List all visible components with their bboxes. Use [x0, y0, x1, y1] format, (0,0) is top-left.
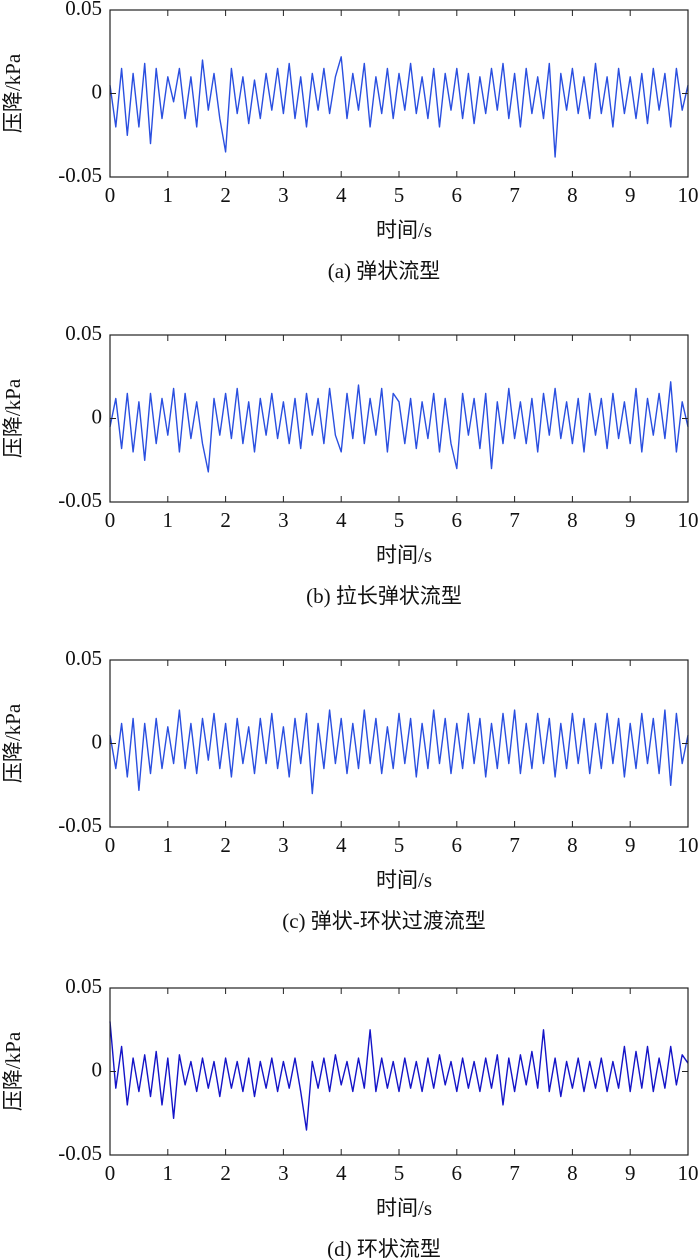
- x-tick-label: 0: [105, 508, 116, 532]
- x-tick-label: 8: [567, 508, 578, 532]
- x-tick-label: 7: [509, 183, 520, 207]
- x-tick-label: 6: [452, 833, 463, 857]
- x-tick-label: 0: [105, 183, 116, 207]
- y-tick-label: 0: [92, 729, 103, 753]
- x-tick-label: 7: [509, 1161, 520, 1185]
- x-axis-label: 时间/s: [376, 543, 432, 567]
- x-tick-label: 3: [278, 833, 289, 857]
- y-tick-label: 0.05: [65, 321, 102, 345]
- x-tick-label: 3: [278, 508, 289, 532]
- x-tick-label: 6: [452, 508, 463, 532]
- x-tick-label: 8: [567, 1161, 578, 1185]
- x-tick-label: 4: [336, 1161, 347, 1185]
- x-tick-label: 3: [278, 183, 289, 207]
- axes-frame: [109, 987, 689, 1156]
- axes-frame: [109, 334, 689, 503]
- y-tick-label: 0: [92, 1057, 103, 1081]
- x-tick-label: 1: [163, 508, 174, 532]
- x-tick-label: 9: [625, 183, 636, 207]
- signal-line: [109, 56, 689, 158]
- x-tick-label: 1: [163, 183, 174, 207]
- y-axis-label: 压降/kPa: [1, 53, 25, 133]
- caption: (b) 拉长弹状流型: [306, 584, 462, 608]
- y-tick-label: 0: [92, 79, 103, 103]
- x-tick-label: 6: [452, 183, 463, 207]
- x-tick-label: 2: [220, 833, 231, 857]
- caption: (a) 弹状流型: [328, 259, 441, 283]
- x-tick-label: 5: [394, 833, 405, 857]
- y-tick-label: -0.05: [58, 488, 102, 512]
- axes-frame: [109, 659, 689, 828]
- y-axis-label: 压降/kPa: [1, 378, 25, 458]
- x-tick-label: 6: [452, 1161, 463, 1185]
- x-tick-label: 9: [625, 508, 636, 532]
- x-tick-label: 8: [567, 833, 578, 857]
- x-tick-label: 9: [625, 1161, 636, 1185]
- x-axis-label: 时间/s: [376, 868, 432, 892]
- x-tick-label: 2: [220, 1161, 231, 1185]
- caption: (d) 环状流型: [327, 1237, 441, 1260]
- signal-line: [109, 381, 689, 473]
- x-tick-label: 0: [105, 1161, 116, 1185]
- x-tick-label: 10: [678, 508, 699, 532]
- y-tick-label: -0.05: [58, 1141, 102, 1165]
- x-tick-label: 3: [278, 1161, 289, 1185]
- x-tick-label: 10: [678, 183, 699, 207]
- axes-frame: [109, 9, 689, 178]
- x-tick-label: 1: [163, 833, 174, 857]
- x-tick-label: 8: [567, 183, 578, 207]
- caption: (c) 弹状-环状过渡流型: [282, 909, 486, 933]
- x-tick-label: 2: [220, 183, 231, 207]
- y-tick-label: -0.05: [58, 813, 102, 837]
- x-tick-label: 7: [509, 508, 520, 532]
- x-tick-label: 4: [336, 508, 347, 532]
- signal-line: [109, 1021, 689, 1131]
- x-tick-label: 4: [336, 833, 347, 857]
- x-tick-label: 7: [509, 833, 520, 857]
- y-axis-label: 压降/kPa: [1, 703, 25, 783]
- y-tick-label: 0.05: [65, 974, 102, 998]
- x-tick-label: 10: [678, 1161, 699, 1185]
- x-tick-label: 10: [678, 833, 699, 857]
- x-tick-label: 5: [394, 183, 405, 207]
- x-tick-label: 9: [625, 833, 636, 857]
- y-tick-label: 0.05: [65, 646, 102, 670]
- x-tick-label: 0: [105, 833, 116, 857]
- x-tick-label: 1: [163, 1161, 174, 1185]
- x-tick-label: 2: [220, 508, 231, 532]
- y-tick-label: 0: [92, 404, 103, 428]
- x-axis-label: 时间/s: [376, 218, 432, 242]
- x-tick-label: 5: [394, 1161, 405, 1185]
- signal-line: [109, 709, 689, 795]
- x-tick-label: 5: [394, 508, 405, 532]
- y-tick-label: 0.05: [65, 0, 102, 20]
- y-tick-label: -0.05: [58, 163, 102, 187]
- x-tick-label: 4: [336, 183, 347, 207]
- y-axis-label: 压降/kPa: [1, 1031, 25, 1111]
- x-axis-label: 时间/s: [376, 1196, 432, 1220]
